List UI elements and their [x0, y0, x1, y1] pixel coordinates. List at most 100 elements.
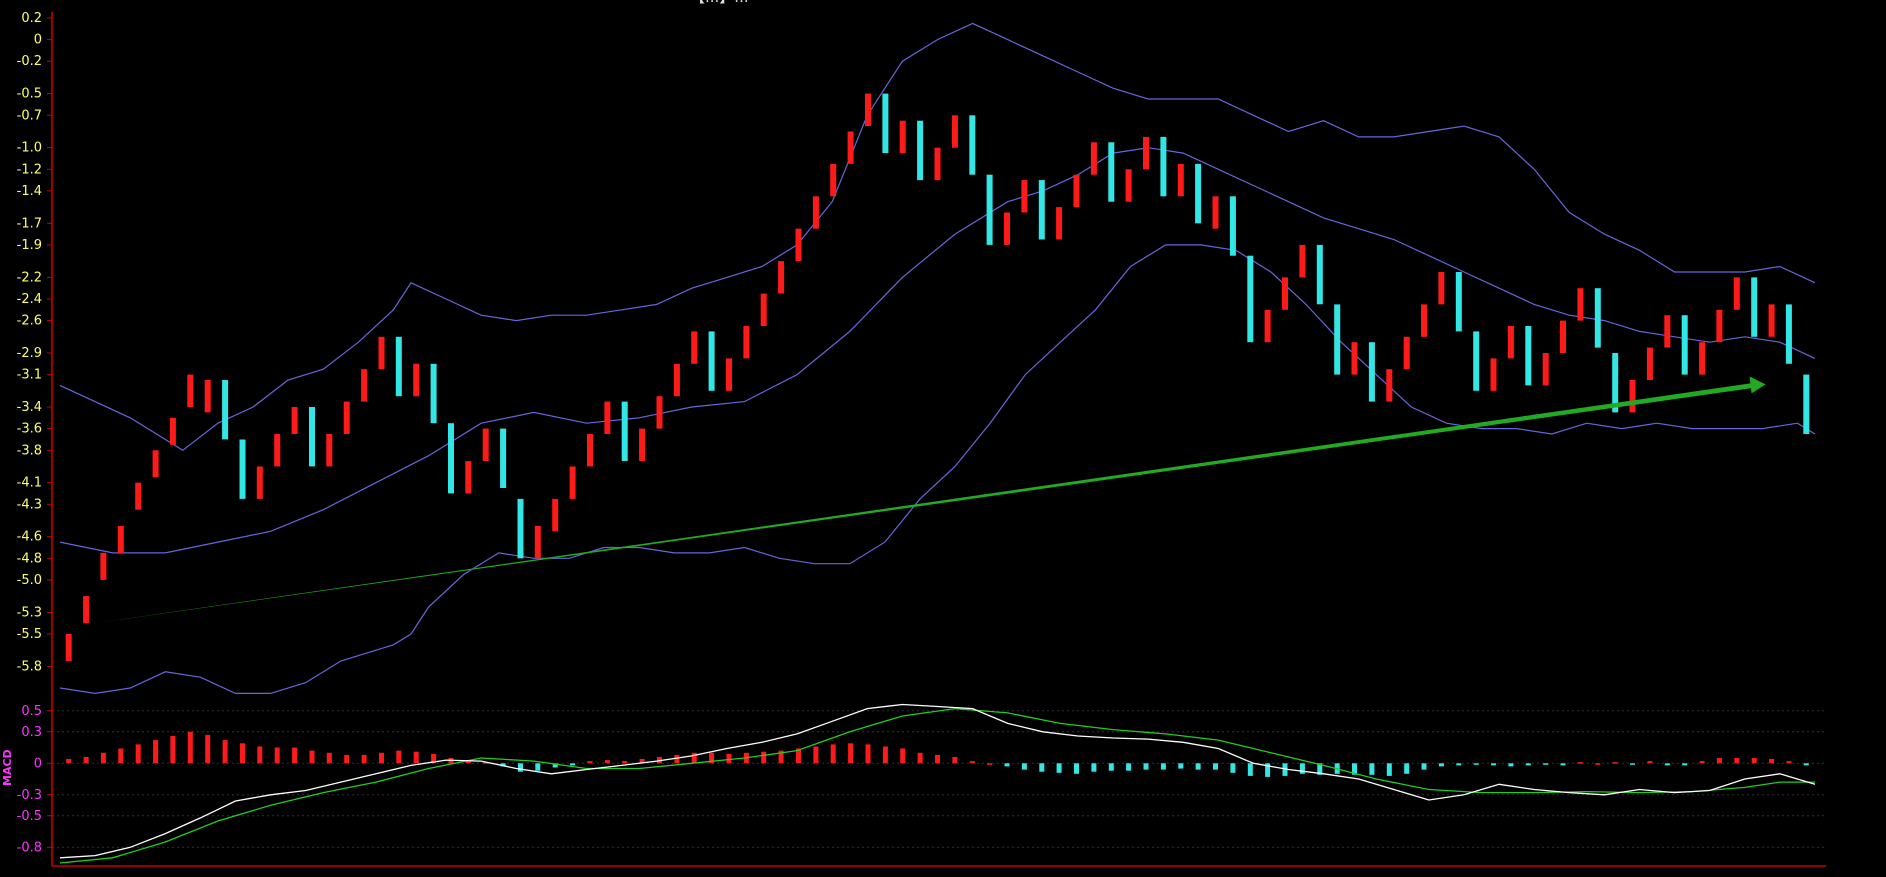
- down-candle: [517, 498, 524, 559]
- up-candle: [1143, 136, 1149, 170]
- macd-bar-positive: [935, 754, 940, 764]
- down-candle: [1594, 288, 1601, 348]
- macd-panel: 0.5 0.3 0 -0.3 -0.5 -0.8 MACD: [1, 703, 1826, 864]
- macd-histogram: [66, 731, 1809, 777]
- up-candle: [326, 434, 333, 467]
- macd-bar-positive: [361, 754, 367, 764]
- macd-tick-label: -0.3: [17, 788, 42, 803]
- macd-bar-negative: [552, 763, 558, 768]
- macd-bar-negative: [1074, 763, 1079, 774]
- up-candle: [465, 461, 472, 494]
- macd-bar-positive: [465, 761, 471, 764]
- macd-bar-positive: [118, 748, 124, 764]
- up-candle: [760, 293, 767, 326]
- down-candle: [430, 363, 437, 424]
- macd-bar-positive: [969, 761, 975, 764]
- macd-bar-positive: [309, 750, 315, 764]
- up-candle: [899, 120, 906, 154]
- up-candle: [83, 596, 90, 624]
- macd-bar-negative: [1352, 763, 1357, 775]
- band-mid-line: [59, 147, 1816, 554]
- up-candle: [1560, 320, 1566, 353]
- macd-bar-positive: [987, 763, 993, 765]
- y-tick-label: -1.2: [17, 162, 42, 177]
- down-candle: [1160, 136, 1167, 197]
- macd-bar-negative: [1317, 763, 1323, 775]
- macd-bar-negative: [1056, 763, 1062, 773]
- dif-line: [59, 703, 1816, 859]
- up-candle: [604, 401, 611, 434]
- macd-bar-positive: [153, 740, 159, 764]
- y-tick-label: -1.0: [17, 141, 42, 156]
- macd-bar-negative: [1456, 763, 1462, 766]
- down-candle: [1038, 180, 1045, 240]
- trend-arrowhead: [1749, 376, 1766, 394]
- up-candle: [256, 466, 263, 499]
- macd-bar-negative: [518, 763, 523, 772]
- macd-grid: [52, 710, 1826, 848]
- up-candle: [1004, 212, 1010, 245]
- macd-bar-positive: [274, 747, 280, 764]
- down-candle: [986, 174, 993, 245]
- macd-bar-negative: [1004, 763, 1010, 767]
- up-candle: [343, 401, 350, 434]
- macd-bar-positive: [187, 731, 193, 764]
- down-candle: [1455, 272, 1462, 332]
- y-tick-label: -0.2: [17, 54, 42, 69]
- macd-bar-negative: [1126, 763, 1132, 771]
- macd-bar-positive: [483, 762, 489, 764]
- up-candle: [726, 358, 732, 391]
- up-candle: [152, 450, 159, 478]
- up-candle: [1212, 196, 1219, 229]
- macd-bar-negative: [1664, 763, 1670, 766]
- chart-title: 【...】...: [690, 0, 749, 6]
- macd-indicator-label: MACD: [1, 749, 14, 786]
- down-candle: [500, 428, 507, 488]
- up-candle: [204, 380, 211, 413]
- y-tick-label: -3.4: [17, 400, 42, 415]
- up-candle: [830, 163, 837, 197]
- up-candle: [169, 417, 176, 445]
- macd-bar-negative: [1247, 763, 1253, 776]
- macd-bar-negative: [1560, 763, 1566, 766]
- up-candle: [812, 196, 819, 229]
- y-tick-label: -2.9: [17, 346, 42, 361]
- macd-y-ticks: 0.5 0.3 0 -0.3 -0.5 -0.8: [17, 704, 52, 855]
- macd-bar-negative: [1143, 763, 1149, 770]
- bollinger-bands: [59, 22, 1816, 695]
- macd-bar-negative: [1108, 763, 1114, 771]
- macd-bar-positive: [170, 736, 176, 764]
- macd-bar-positive: [205, 734, 211, 764]
- up-candle: [1056, 207, 1063, 240]
- up-candle: [1403, 336, 1410, 370]
- up-candle: [656, 396, 663, 429]
- band-upper-line: [59, 22, 1816, 452]
- macd-bar-negative: [1039, 763, 1045, 772]
- candles: [65, 93, 1810, 661]
- macd-bar-negative: [1525, 763, 1531, 766]
- up-candle: [1542, 353, 1549, 386]
- up-candle: [135, 482, 142, 510]
- macd-bar-negative: [1630, 763, 1635, 765]
- y-tick-label: -2.6: [17, 314, 42, 329]
- macd-bar-negative: [1160, 763, 1166, 770]
- up-candle: [117, 525, 124, 553]
- macd-tick-label: 0: [34, 756, 42, 771]
- up-candle: [187, 374, 194, 407]
- up-candle: [65, 634, 72, 661]
- down-candle: [621, 401, 628, 461]
- down-candle: [395, 336, 402, 397]
- macd-bar-positive: [604, 760, 610, 764]
- macd-bar-positive: [830, 744, 836, 764]
- up-candle: [691, 331, 698, 364]
- down-candle: [708, 331, 715, 391]
- macd-bar-negative: [1021, 763, 1027, 770]
- up-candle: [534, 525, 541, 559]
- y-tick-label: -1.4: [17, 184, 42, 199]
- y-tick-label: -3.1: [17, 368, 42, 383]
- up-candle: [482, 428, 489, 461]
- macd-bar-positive: [83, 757, 89, 764]
- down-candle: [917, 120, 924, 181]
- down-candle: [1368, 342, 1375, 402]
- macd-bar-negative: [1473, 763, 1479, 765]
